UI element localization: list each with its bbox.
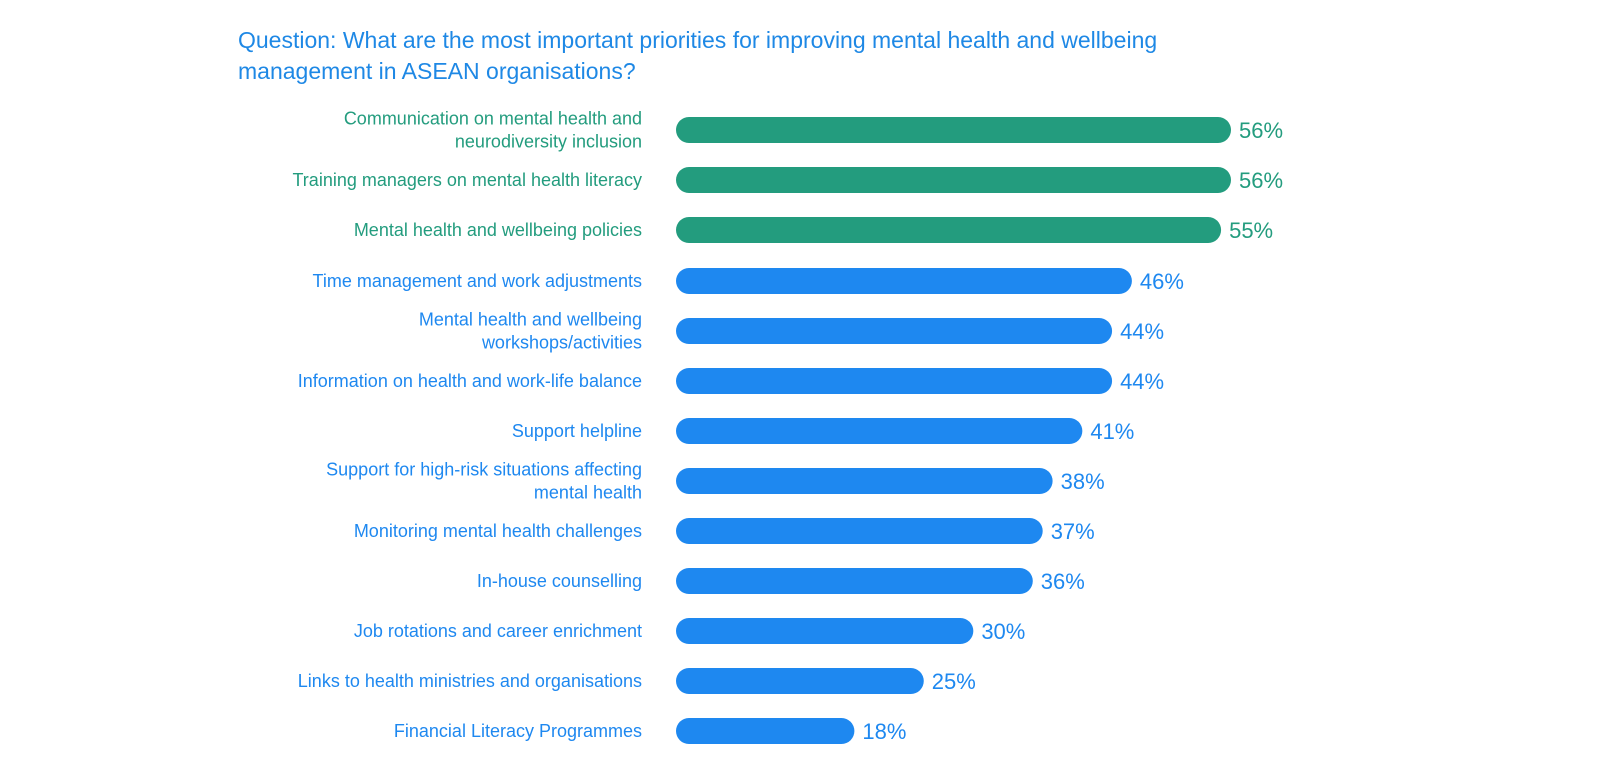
bar [676,117,1231,143]
bar [676,268,1132,294]
category-label-line: neurodiversity inclusion [455,132,642,152]
data-label: 56% [1239,118,1283,143]
bar [676,318,1113,344]
category-label-line: In-house counselling [477,571,642,591]
category-label: Support for high-risk situations affecti… [326,460,642,503]
bar [676,518,1043,544]
bar [676,368,1113,394]
bar [676,468,1053,494]
data-label: 56% [1239,168,1283,193]
category-label-line: mental health [534,483,642,503]
data-label: 36% [1041,569,1085,594]
data-label: 30% [981,619,1025,644]
data-label: 37% [1051,519,1095,544]
category-label: Training managers on mental health liter… [292,170,642,190]
data-label: 18% [862,719,906,744]
category-label-line: Support helpline [512,421,642,441]
data-label: 41% [1090,419,1134,444]
category-label: Mental health and wellbeing policies [354,220,642,240]
category-label: Links to health ministries and organisat… [298,671,642,691]
category-label-line: Time management and work adjustments [313,271,642,291]
category-label: Monitoring mental health challenges [354,521,642,541]
bar [676,718,855,744]
chart-title: Question: What are the most important pr… [238,27,1158,84]
category-label-line: Financial Literacy Programmes [394,721,642,741]
category-label-line: Mental health and wellbeing [419,310,642,330]
bar [676,618,974,644]
category-label-line: Information on health and work-life bala… [298,371,642,391]
data-label: 46% [1140,269,1184,294]
category-label-line: Support for high-risk situations affecti… [326,460,642,480]
bar [676,568,1033,594]
category-label: Support helpline [512,421,642,441]
category-label: Time management and work adjustments [313,271,642,291]
category-label: Communication on mental health and neurod… [344,109,642,152]
category-label-line: Monitoring mental health challenges [354,521,642,541]
category-label-line: Training managers on mental health liter… [292,170,642,190]
bar [676,668,924,694]
category-label: Job rotations and career enrichment [354,621,642,641]
category-label-line: Communication on mental health and [344,109,642,129]
category-label: Mental health and wellbeing workshops/act… [419,310,642,353]
data-label: 38% [1061,469,1105,494]
data-label: 25% [932,669,976,694]
bar [676,217,1222,243]
category-label: In-house counselling [477,571,642,591]
bar [676,418,1083,444]
data-label: 44% [1120,319,1164,344]
category-label: Information on health and work-life bala… [298,371,642,391]
category-label-line: workshops/activities [481,333,642,353]
category-label-line: Mental health and wellbeing policies [354,220,642,240]
category-label: Financial Literacy Programmes [394,721,642,741]
category-label-line: Job rotations and career enrichment [354,621,642,641]
data-label: 44% [1120,369,1164,394]
data-label: 55% [1229,218,1273,243]
bar [676,167,1231,193]
category-label-line: Links to health ministries and organisat… [298,671,642,691]
